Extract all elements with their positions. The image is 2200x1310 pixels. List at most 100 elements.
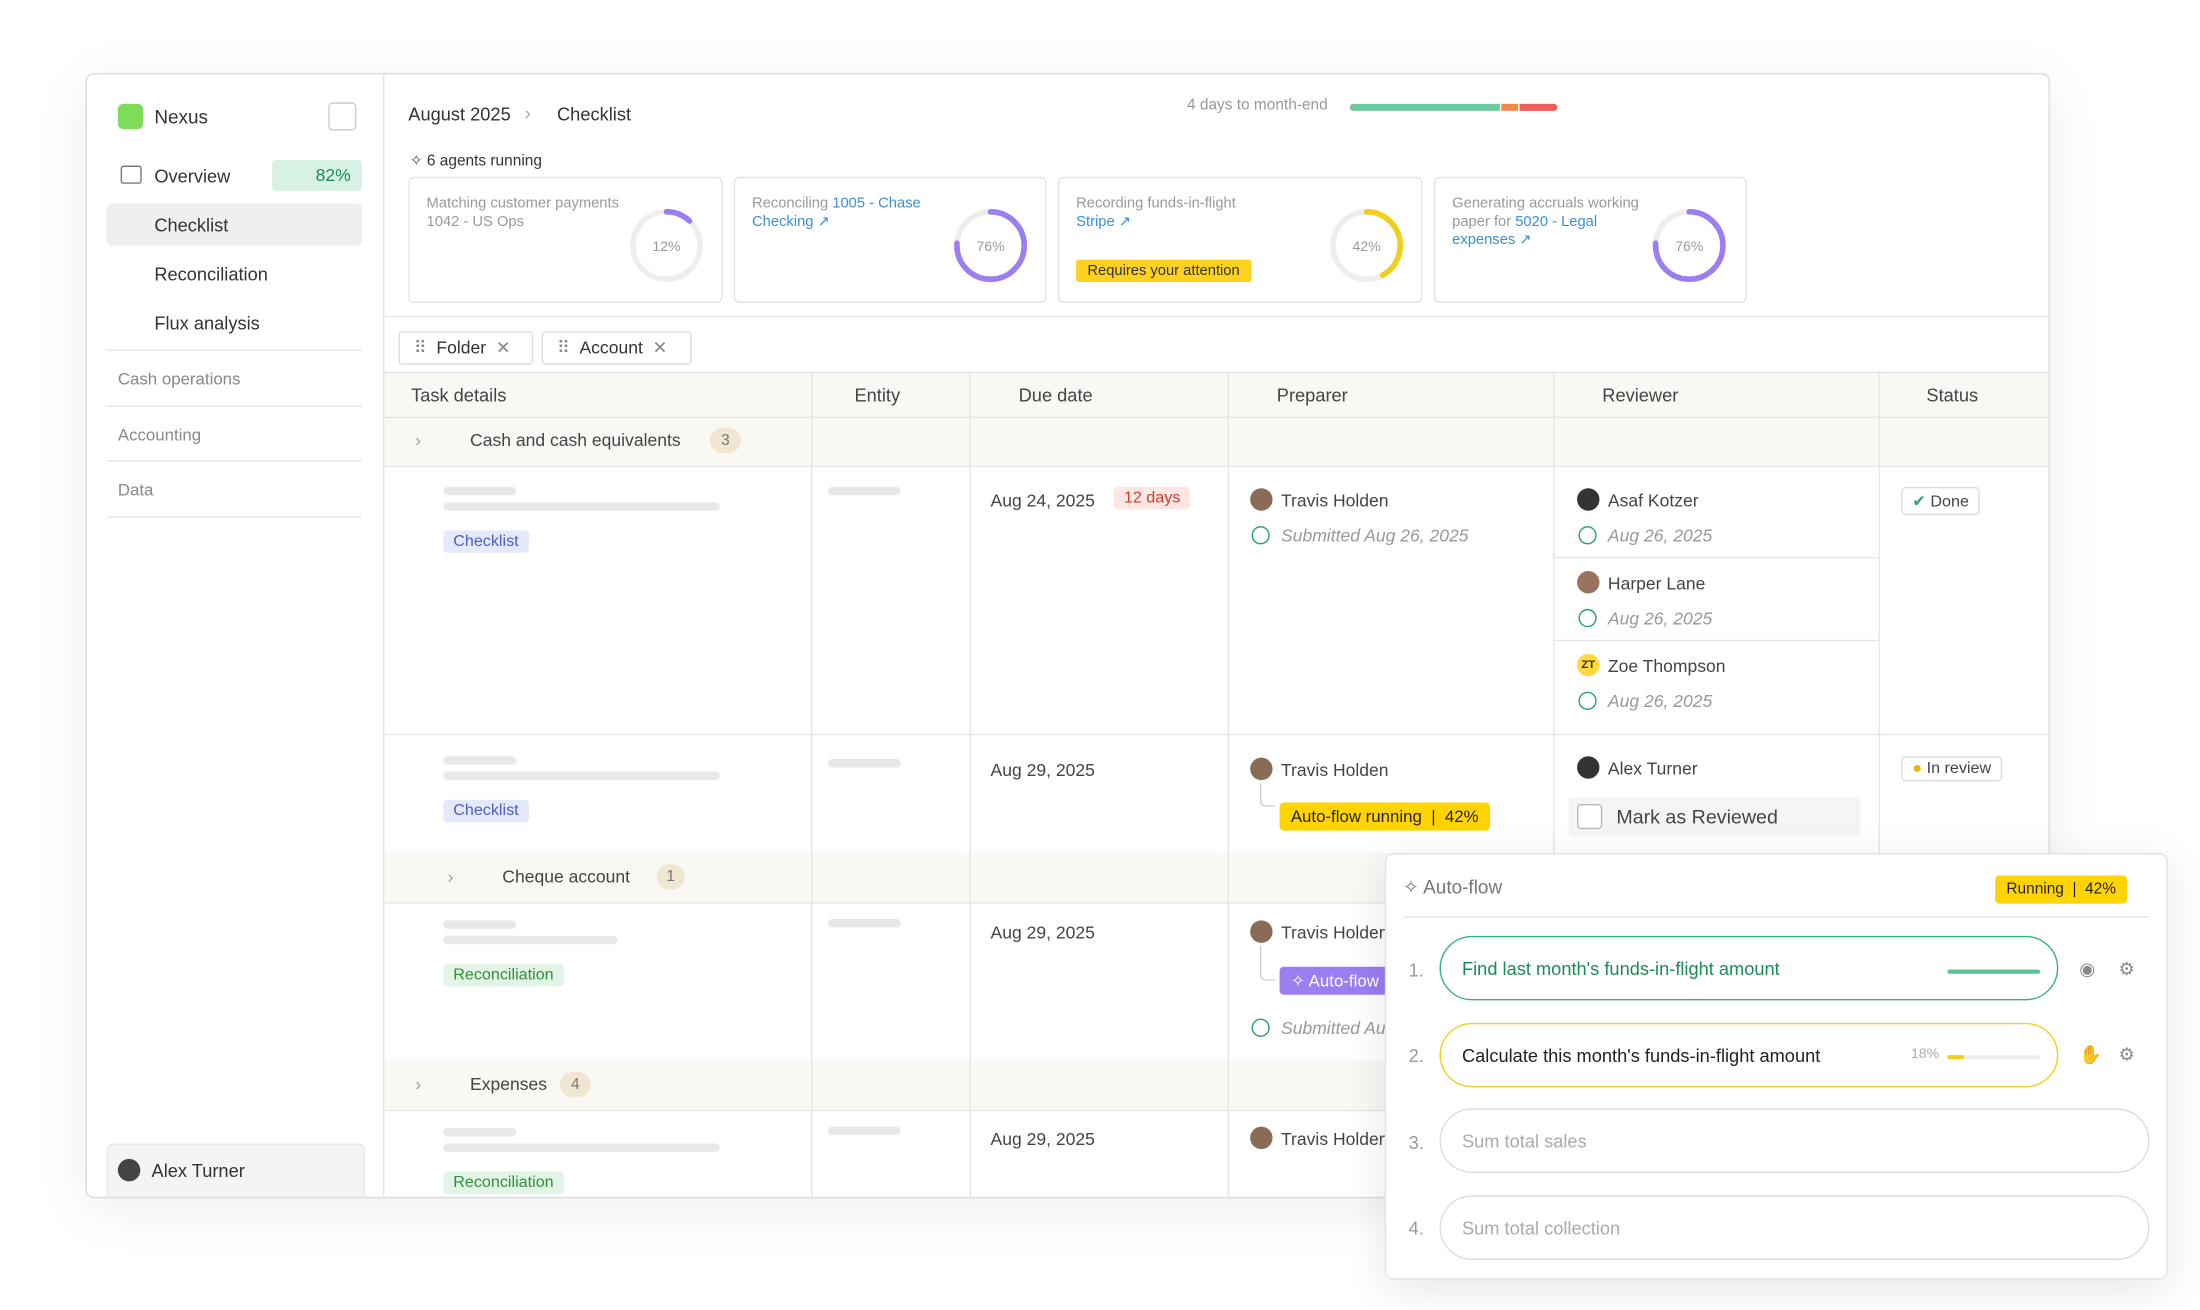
agent-card[interactable]: Matching customer payments 1042 - US Ops (408, 176, 723, 304)
reviewer: Asaf Kotzer (1607, 491, 1699, 511)
breadcrumb[interactable]: August 2025 (408, 103, 511, 125)
hand-icon[interactable]: ✋ (2079, 1043, 2103, 1065)
group-name[interactable]: Cash and cash equivalents (470, 430, 681, 451)
section-toggle[interactable]: Accounting (117, 425, 202, 445)
section-toggle[interactable]: Cash operations (117, 369, 241, 389)
reviewer: Zoe Thompson (1607, 656, 1726, 677)
ring-progress (1652, 209, 1726, 283)
reviewer: Harper Lane (1607, 573, 1706, 594)
progress-track (1947, 1055, 2041, 1060)
column-header[interactable]: Preparer (1276, 384, 1348, 406)
ring-progress (954, 209, 1028, 283)
agent-link[interactable]: Stripe (1076, 213, 1115, 231)
agent-card[interactable]: Generating accruals working paper for 50… (1433, 176, 1747, 304)
skeleton (443, 1128, 517, 1137)
row-line (384, 465, 2049, 468)
agent-card[interactable]: Recording funds-in-flight Stripe ↗ Requi… (1057, 176, 1423, 304)
review-action-label[interactable]: Mark as Reviewed (1616, 805, 1778, 828)
overdue-badge: 12 days (1114, 486, 1191, 510)
preparer: Travis Holden (1280, 923, 1389, 943)
reviewer: Alex Turner (1607, 759, 1698, 779)
step-number: 4. (1408, 1217, 1424, 1239)
avatar (1577, 488, 1600, 511)
user-box[interactable] (106, 1143, 365, 1197)
autoflow-text: Auto-flow (1308, 970, 1379, 991)
row-line (384, 371, 2049, 374)
due-date: Aug 24, 2025 (990, 491, 1095, 511)
col-line (1878, 373, 1881, 1197)
nav-item[interactable]: Overview (154, 165, 231, 187)
preparer: Travis Holden (1280, 491, 1389, 511)
rings: 12% 76% 42% 76% (629, 209, 1726, 283)
nav-item[interactable]: Checklist (154, 214, 229, 236)
divider (106, 405, 362, 407)
agent-text: Generating accruals working paper for (1452, 195, 1639, 231)
skeleton (443, 935, 618, 945)
preparer: Travis Holden (1280, 1129, 1389, 1150)
divider (106, 460, 362, 462)
agent-link[interactable]: 5020 - Legal expenses (1452, 213, 1598, 249)
connector (1259, 945, 1276, 981)
attention-badge: Requires your attention (1076, 259, 1251, 283)
step[interactable]: Sum total sales (1439, 1108, 2150, 1173)
agent-link[interactable]: 1005 - Chase Checking (752, 195, 921, 231)
panel-title: ✧ Auto-flow (1403, 876, 1503, 898)
agent-text: Reconciling (752, 195, 829, 212)
review-action[interactable] (1568, 796, 1861, 837)
settings-icon[interactable]: ⚙ (2118, 1043, 2135, 1065)
agents-running: ✧ 6 agents running (409, 152, 542, 170)
due-date: Aug 29, 2025 (990, 760, 1095, 781)
skeleton (827, 1126, 901, 1136)
column-header[interactable]: Due date (1018, 384, 1093, 406)
filter-label: Account (579, 338, 643, 358)
nav-item[interactable]: Reconciliation (154, 263, 268, 285)
agent-card[interactable]: Reconciling 1005 - Chase Checking ↗ (733, 176, 1047, 304)
settings-icon[interactable]: ⚙ (2118, 958, 2135, 980)
group-name[interactable]: Expenses (470, 1074, 548, 1095)
view-icon[interactable]: ◉ (2079, 958, 2096, 980)
divider (106, 516, 362, 518)
nav-item[interactable]: Flux analysis (154, 312, 260, 334)
column-header[interactable]: Entity (854, 384, 901, 406)
skeleton (443, 1143, 720, 1152)
filter-chip[interactable]: ⠿ Folder ✕ (398, 331, 534, 365)
autoflow-badge[interactable]: ✧ Auto-flow (1279, 966, 1391, 995)
avatar (1250, 757, 1273, 781)
running-badge: Running | 42% (1995, 875, 2128, 904)
timeline-bar (1519, 103, 1558, 111)
group-name[interactable]: Cheque account (502, 867, 631, 887)
deadline: 4 days to month-end (1186, 96, 1328, 114)
divider (1403, 916, 2150, 918)
agent-text: Matching customer payments 1042 - US Ops (426, 195, 619, 231)
group-count: 1 (656, 864, 685, 890)
check-icon (1251, 526, 1270, 545)
skeleton (443, 771, 720, 781)
group-count: 3 (709, 427, 741, 454)
step[interactable]: Calculate this month's funds-in-flight a… (1439, 1022, 2059, 1088)
step[interactable]: Sum total collection (1439, 1195, 2150, 1260)
brand[interactable]: Nexus (154, 106, 209, 128)
step-number: 3. (1408, 1132, 1424, 1154)
check-icon (1251, 1018, 1270, 1037)
avatar-initials: ZT (1577, 653, 1600, 677)
skeleton (827, 919, 901, 928)
column-header[interactable]: Task details (411, 384, 507, 406)
ring-progress (629, 209, 703, 283)
autoflow-badge[interactable]: Auto-flow running | 42% (1279, 802, 1490, 831)
step[interactable]: Find last month's funds-in-flight amount (1439, 935, 2059, 1001)
ring-label: 12% (652, 238, 680, 254)
status-badge: ✔ Done (1901, 486, 1981, 515)
ring-progress (1330, 209, 1404, 283)
logo (117, 103, 144, 130)
step-number: 1. (1408, 959, 1424, 981)
checkbox[interactable] (1577, 803, 1603, 830)
column-header[interactable]: Reviewer (1602, 384, 1679, 406)
collapse-button[interactable] (328, 102, 357, 131)
ring-label: 76% (1675, 238, 1703, 254)
column-header[interactable]: Status (1926, 384, 1979, 406)
skeleton (443, 486, 517, 496)
filter-chip[interactable]: ⠿ Account ✕ (541, 331, 692, 365)
section-toggle[interactable]: Data (117, 479, 154, 500)
row-line (1553, 557, 1879, 559)
